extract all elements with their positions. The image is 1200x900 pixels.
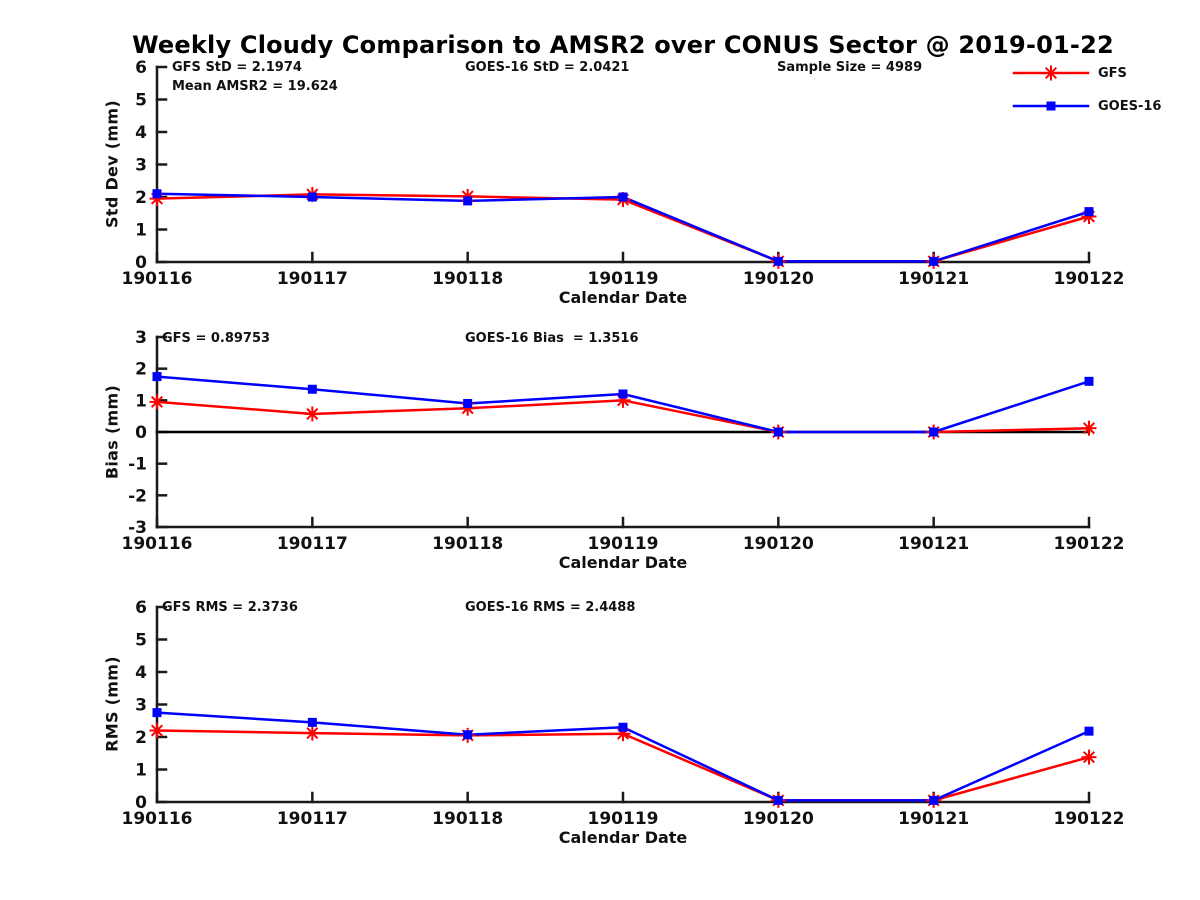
- x-tick-label: 190122: [1054, 534, 1125, 554]
- panel-bias: -3 -2 -1 0 1 2 3 190116 190117 190118 190119 190120…: [122, 328, 1125, 554]
- x-tick-label: 190118: [432, 534, 503, 554]
- y-tick-label: 2: [135, 360, 147, 380]
- y-tick-label: 4: [135, 123, 147, 143]
- y-tick-label: 2: [135, 188, 147, 208]
- legend-label-gfs: GFS: [1098, 65, 1127, 81]
- annotation-gfs-rms: GFS RMS = 2.3736: [162, 600, 298, 615]
- panel-std-dev: 0 1 2 3 4 5 6 190116 190117 190118 190119 190120 190…: [122, 58, 1125, 289]
- annotation-goes16-bias: GOES-16 Bias = 1.3516: [465, 331, 639, 346]
- gfs-line-marker-swatch: [1012, 65, 1090, 81]
- legend: GFS GOES-16: [1012, 64, 1161, 130]
- x-tick-label: 190121: [898, 809, 969, 829]
- x-axis-label-panel2: Calendar Date: [558, 553, 688, 572]
- x-tick-label: 190116: [122, 809, 193, 829]
- chart-title: Weekly Cloudy Comparison to AMSR2 over C…: [132, 31, 1114, 59]
- x-axis-label-panel3: Calendar Date: [558, 828, 688, 847]
- y-tick-label: 5: [135, 631, 147, 651]
- y-axis-label-bias: Bias (mm): [102, 384, 122, 480]
- x-tick-label: 190116: [122, 269, 193, 289]
- x-tick-label: 190120: [743, 534, 814, 554]
- annotation-sample-size: Sample Size = 4989: [777, 60, 923, 75]
- x-tick-label: 190117: [277, 809, 348, 829]
- y-tick-label: 5: [135, 91, 147, 111]
- y-tick-label: 1: [135, 391, 147, 411]
- annotation-gfs-bias: GFS = 0.89753: [162, 331, 271, 346]
- x-tick-label: 190119: [588, 809, 659, 829]
- y-tick-label: 3: [135, 696, 147, 716]
- y-tick-label: -3: [128, 518, 147, 538]
- x-tick-label: 190119: [588, 534, 659, 554]
- y-tick-label: 3: [135, 156, 147, 176]
- x-tick-label: 190122: [1054, 269, 1125, 289]
- x-tick-label: 190116: [122, 534, 193, 554]
- x-tick-label: 190120: [743, 809, 814, 829]
- x-tick-label: 190120: [743, 269, 814, 289]
- legend-label-goes16: GOES-16: [1098, 98, 1162, 114]
- y-tick-label: 0: [135, 423, 147, 443]
- x-tick-label: 190121: [898, 534, 969, 554]
- series-markers-goes-16: [152, 708, 1094, 805]
- y-tick-label: 6: [135, 598, 147, 618]
- y-tick-label: 3: [135, 328, 147, 348]
- x-axis-label-panel1: Calendar Date: [558, 288, 688, 307]
- series-markers-goes-16: [152, 189, 1094, 266]
- annotation-gfs-std: GFS StD = 2.1974: [172, 60, 302, 75]
- y-tick-label: -2: [128, 486, 147, 506]
- legend-entry-goes16: GOES-16: [1012, 97, 1161, 115]
- y-tick-label: -1: [128, 455, 147, 475]
- y-axis-label-std-dev: Std Dev (mm): [102, 100, 122, 228]
- y-axis-label-rms: RMS (mm): [102, 656, 122, 752]
- x-tick-label: 190117: [277, 534, 348, 554]
- annotation-goes16-rms: GOES-16 RMS = 2.4488: [465, 600, 636, 615]
- annotation-goes16-std: GOES-16 StD = 2.0421: [465, 60, 630, 75]
- y-tick-label: 0: [135, 793, 147, 813]
- x-tick-label: 190117: [277, 269, 348, 289]
- goes16-line-marker-swatch: [1012, 101, 1090, 111]
- x-tick-label: 190118: [432, 269, 503, 289]
- annotation-mean-amsr2: Mean AMSR2 = 19.624: [172, 79, 338, 94]
- panel-rms: 0 1 2 3 4 5 6 190116 190117 190118 190119 190120 190…: [122, 598, 1125, 829]
- x-tick-label: 190118: [432, 809, 503, 829]
- series-markers-goes-16: [152, 372, 1094, 437]
- y-tick-label: 1: [135, 761, 147, 781]
- y-tick-label: 2: [135, 728, 147, 748]
- x-tick-label: 190121: [898, 269, 969, 289]
- x-tick-label: 190122: [1054, 809, 1125, 829]
- y-tick-label: 0: [135, 253, 147, 273]
- y-tick-label: 6: [135, 58, 147, 78]
- x-tick-label: 190119: [588, 269, 659, 289]
- y-tick-label: 4: [135, 663, 147, 683]
- legend-entry-gfs: GFS: [1012, 64, 1161, 82]
- y-tick-label: 1: [135, 221, 147, 241]
